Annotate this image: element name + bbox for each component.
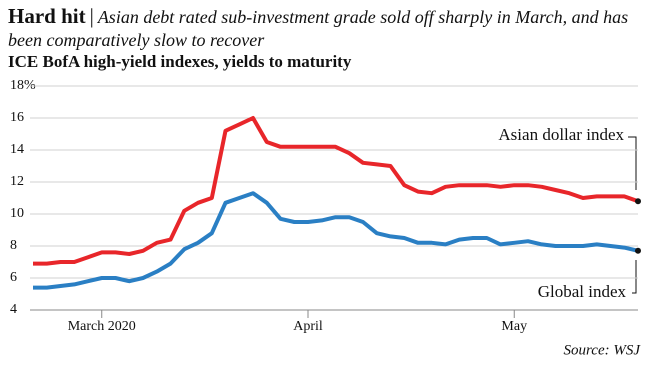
end-dot [635,198,641,205]
chart-title: Hard hit [8,4,86,28]
x-tick-label: March 2020 [68,319,136,334]
source: Source: WSJ [564,342,642,358]
y-tick-label: 10 [10,206,24,221]
line [33,191,639,290]
end-dot [635,247,641,254]
chart-description: ICE BofA high-yield indexes, yields to m… [8,52,352,71]
y-tick-label: 18% [10,78,36,93]
y-tick-label: 16 [10,110,24,125]
x-tick-label: April [293,319,323,334]
line [33,116,639,266]
y-tick-label: 12 [10,174,24,189]
title-block: Hard hit | Asian debt rated sub-investment… [8,4,644,51]
y-tick-label: 8 [10,238,17,253]
y-tick-label: 6 [10,270,17,285]
series-label: Asian dollar index [498,125,624,144]
header: Hard hit | Asian debt rated sub-investment… [8,4,644,72]
chart-subtitle: Asian debt rated sub-investment grade so… [8,7,629,50]
leader-line [632,260,637,294]
x-tick-label: May [501,319,527,334]
y-tick-label: 4 [10,302,17,317]
separator: | [89,4,94,28]
y-tick-label: 14 [10,142,24,157]
series-label: Global index [538,282,627,301]
leader-line [628,136,637,190]
